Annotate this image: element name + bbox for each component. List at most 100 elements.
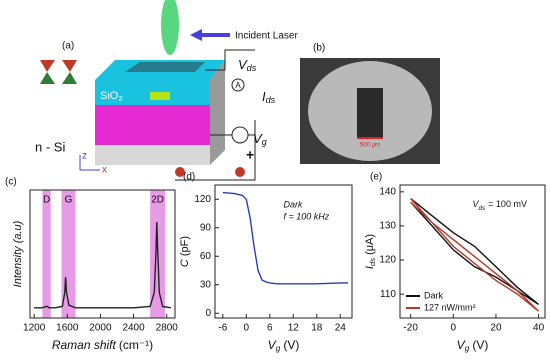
graphene <box>125 62 205 72</box>
si-layer <box>95 145 210 165</box>
text-sub: 2 <box>118 94 122 103</box>
text-main: Raman shift <box>52 338 117 352</box>
x-tick-label: 12 <box>288 323 300 334</box>
series-line <box>34 221 172 309</box>
nsi-label: n - Si <box>35 139 65 154</box>
x-axis-label: Raman shift (cm⁻¹) <box>52 338 153 352</box>
minus-sign <box>235 167 245 177</box>
band-label: 2D <box>151 195 164 206</box>
x-tick-label: -20 <box>403 323 418 334</box>
x-tick-label: 2000 <box>89 323 112 334</box>
laser-label: Incident Laser <box>235 31 298 42</box>
plus-label: + <box>246 147 254 163</box>
y-tick-label: 130 <box>379 221 396 232</box>
x-tick-label: 2400 <box>122 323 145 334</box>
text-sub: ds <box>247 63 257 73</box>
minus-sign <box>175 167 185 177</box>
x-tick-label: 2800 <box>156 323 179 334</box>
x-axis-label: Vg (V) <box>457 338 489 353</box>
text-sub: g <box>465 343 470 353</box>
text-main: C <box>179 259 191 267</box>
ids-label: Ids <box>262 89 276 105</box>
text-sub: g <box>262 137 267 147</box>
device <box>357 88 383 138</box>
x-tick-label: 18 <box>311 323 323 334</box>
series-line <box>222 191 349 285</box>
x-tick-label: 1600 <box>56 323 79 334</box>
text-main: V <box>268 338 277 352</box>
vg-label: Vg <box>253 131 267 147</box>
micrograph: (b) 500 μm <box>300 43 440 164</box>
x-tick-label: 1200 <box>23 323 46 334</box>
lens <box>62 60 77 72</box>
legend-label: Dark <box>424 290 444 300</box>
x-tick-label: 20 <box>490 323 502 334</box>
ammeter-label: A <box>235 81 241 90</box>
panel-label: (e) <box>370 172 382 183</box>
text-unit: (V) <box>472 338 488 352</box>
scale-label: 500 μm <box>360 143 380 149</box>
lens <box>40 72 55 84</box>
text-main: V <box>253 131 263 146</box>
lens <box>62 72 77 84</box>
x-tick-label: 0 <box>451 323 457 334</box>
text-main: V <box>473 199 480 209</box>
x-axis-label: Vg (V) <box>268 338 300 353</box>
y-tick-label: 110 <box>380 289 396 300</box>
arrow-head <box>190 29 202 41</box>
y-tick-label: 30 <box>200 279 212 290</box>
plot-frame <box>214 184 353 319</box>
sio2-label: SiO2 <box>100 90 123 103</box>
panel-label: (a) <box>62 41 74 52</box>
series-line <box>410 198 540 305</box>
electrode <box>150 92 170 100</box>
text-main: SiO <box>100 90 119 102</box>
panel-label: (c) <box>5 177 17 188</box>
plot-frame <box>399 184 546 319</box>
annotation: Vds = 100 mV <box>473 199 527 211</box>
x-tick-label: -6 <box>218 323 227 334</box>
x-tick-label: 40 <box>533 323 545 334</box>
laser-beam <box>161 0 179 55</box>
schematic: (a) Incident Laser Vds Ids A SiO2 n - Si… <box>35 0 298 181</box>
text-main: I <box>262 89 266 104</box>
text-sub: ds <box>266 95 276 105</box>
legend-label: 127 nW/mm² <box>424 302 476 312</box>
panel-label: (d) <box>183 172 195 183</box>
annotation: Dark <box>284 199 304 209</box>
x-tick-label: 24 <box>335 323 347 334</box>
vds-label: Vds <box>238 57 257 73</box>
x-tick-label: 6 <box>267 323 273 334</box>
y-tick-label: 60 <box>200 251 212 262</box>
side <box>210 60 225 165</box>
band-label: D <box>43 195 50 206</box>
text-unit: (pF) <box>179 236 191 256</box>
text-sub: g <box>276 343 281 353</box>
text-main: V <box>457 338 466 352</box>
text-main: I <box>364 266 376 269</box>
source <box>231 126 249 144</box>
band <box>42 190 51 318</box>
text-sub: ds <box>368 258 377 266</box>
annotation: f = 100 kHz <box>284 211 330 221</box>
series-line <box>410 198 540 312</box>
y-tick-label: 120 <box>379 255 396 266</box>
text-sub: ds <box>479 205 487 212</box>
y-axis-label: C (pF) <box>179 236 191 267</box>
text-unit: (cm⁻¹) <box>119 338 153 352</box>
y-axis-label: Ids (μA) <box>364 234 377 269</box>
lens <box>40 60 55 72</box>
text-unit: = 100 mV <box>488 199 527 209</box>
text-unit: (V) <box>283 338 299 352</box>
panel-label: (b) <box>313 43 325 54</box>
plot-frame <box>29 189 176 319</box>
z-label: z <box>82 151 87 162</box>
text-unit: (μA) <box>364 234 376 255</box>
text-main: V <box>238 57 248 72</box>
x-label: x <box>102 165 107 176</box>
x-tick-label: 0 <box>244 323 250 334</box>
band-label: G <box>65 195 73 206</box>
y-tick-label: 140 <box>379 186 396 197</box>
